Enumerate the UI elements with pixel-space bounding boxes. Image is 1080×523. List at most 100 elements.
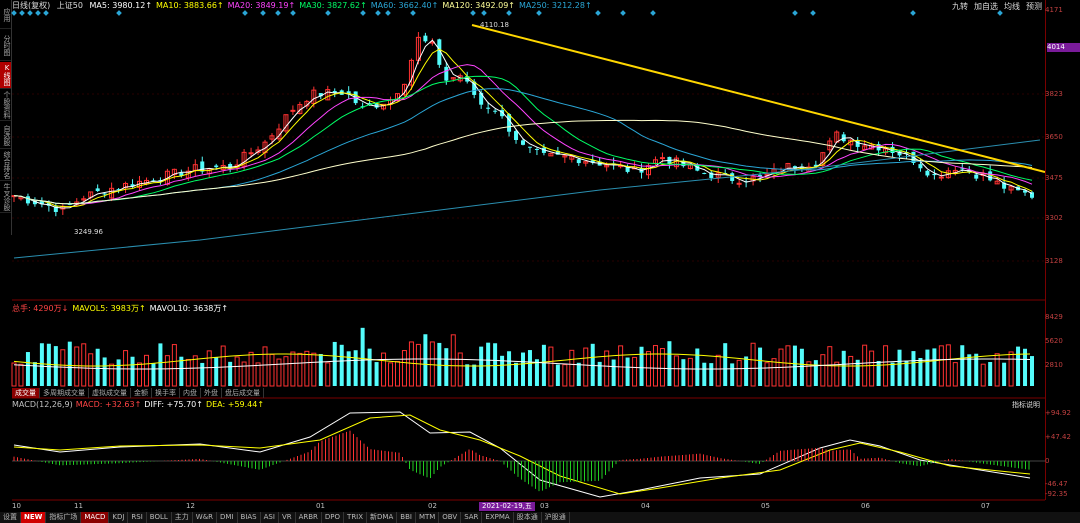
top-tool-button[interactable]: 预测 — [1026, 2, 1042, 11]
signal-marker — [595, 10, 601, 16]
indicator-tab[interactable]: 新DMA — [367, 512, 398, 523]
sidebar-tab-2[interactable]: K线图 — [0, 62, 11, 89]
volume-bar — [415, 343, 421, 387]
volume-tab[interactable]: 金额 — [131, 388, 152, 398]
candle-body — [813, 164, 818, 167]
indicator-tab[interactable]: 股本通 — [514, 512, 542, 523]
volume-bar — [687, 357, 693, 387]
indicator-help-button[interactable]: 指标说明 — [1012, 401, 1040, 409]
price-tick: 3650 — [1045, 133, 1063, 141]
candle-body — [569, 156, 575, 160]
volume-tab[interactable]: 虚拟成交量 — [89, 388, 131, 398]
indicator-tab[interactable]: SAR — [461, 512, 483, 523]
indicator-tab[interactable]: 设置 — [0, 512, 21, 523]
candle-body — [925, 170, 930, 176]
candle-body — [583, 161, 589, 164]
indicator-tab[interactable]: RSI — [128, 512, 147, 523]
top-tool-button[interactable]: 九转 — [952, 2, 968, 11]
candle-body — [109, 187, 115, 199]
volume-bar — [74, 346, 80, 387]
signal-marker — [27, 10, 33, 16]
volume-bar — [744, 356, 749, 386]
indicator-tab[interactable]: W&R — [193, 512, 218, 523]
candle-body — [932, 173, 937, 176]
candle-body — [938, 176, 944, 179]
indicator-tab[interactable]: OBV — [439, 512, 462, 523]
volume-bar — [541, 344, 546, 386]
indicator-tab[interactable]: BOLL — [147, 512, 172, 523]
candle-body — [325, 89, 331, 101]
volume-bar — [332, 341, 337, 386]
price-tick: 3302 — [1045, 214, 1063, 222]
indicator-tab[interactable]: 沪股通 — [542, 512, 570, 523]
signal-marker — [242, 10, 248, 16]
time-tick: 03 — [540, 502, 549, 510]
price-axis: 4171 3823 3650 3475 3302 3128 8429 5620 2810 +94.… — [1045, 0, 1080, 500]
indicator-tab[interactable]: NEW — [21, 512, 47, 523]
indicator-tab[interactable]: KDJ — [109, 512, 129, 523]
volume-bar — [248, 351, 254, 387]
k-line-chart[interactable]: 4110.18 3249.96 — [0, 0, 1045, 512]
indicator-tab[interactable]: BBI — [397, 512, 416, 523]
volume-bar — [388, 362, 394, 387]
candle-body — [39, 201, 44, 205]
indicator-tab[interactable]: EXPMA — [482, 512, 514, 523]
trend-line[interactable] — [471, 24, 1045, 173]
sidebar-tab-4[interactable]: 自选股 — [0, 122, 11, 149]
indicator-tab[interactable]: VR — [279, 512, 296, 523]
indicator-tab[interactable]: DPO — [322, 512, 345, 523]
volume-tab[interactable]: 盘后成交量 — [222, 388, 264, 398]
candle-body — [102, 193, 107, 195]
volume-bar — [1030, 356, 1034, 386]
signal-marker — [375, 10, 381, 16]
volume-bar — [952, 362, 958, 387]
sidebar-tab-5[interactable]: 综合排名 — [0, 150, 11, 181]
indicator-tab[interactable]: DMI — [217, 512, 238, 523]
indicator-tab[interactable]: ASI — [261, 512, 279, 523]
volume-tab[interactable]: 成交量 — [12, 388, 40, 398]
sidebar-tab-0[interactable]: 应用 — [0, 2, 11, 29]
sidebar-tab-6[interactable]: 牛叉诊股 — [0, 182, 11, 213]
volume-tab[interactable]: 内盘 — [180, 388, 201, 398]
candle-body — [423, 35, 428, 42]
volume-tab[interactable]: 换手率 — [152, 388, 180, 398]
indicator-tab[interactable]: ARBR — [296, 512, 322, 523]
top-tool-button[interactable]: 均线 — [1004, 2, 1020, 11]
macd-legend-item: DEA: +59.44↑ — [205, 400, 265, 409]
candle-body — [562, 155, 568, 158]
ma-legend-item: MA120: 3492.09↑ — [442, 1, 516, 10]
signal-marker — [260, 10, 266, 16]
volume-bar — [437, 342, 442, 386]
sidebar-tab-1[interactable]: 分时图 — [0, 30, 11, 61]
volume-bar — [960, 345, 965, 386]
top-tool-button[interactable]: 加自选 — [974, 2, 998, 11]
volume-bar — [730, 363, 735, 386]
candle-body — [681, 160, 686, 167]
high-annotation: 4110.18 — [480, 21, 509, 29]
candle-body — [269, 135, 275, 140]
volume-bar — [18, 363, 24, 387]
macd-tick: -92.35 — [1045, 490, 1068, 498]
macd-legend-item: MACD(12,26,9) — [12, 400, 73, 409]
volume-tab[interactable]: 外盘 — [201, 388, 222, 398]
indicator-tab[interactable]: 指标广场 — [46, 512, 82, 523]
macd-dea-line — [13, 414, 1031, 495]
candle-body — [248, 152, 254, 155]
volume-bar — [429, 341, 435, 387]
indicator-tab[interactable]: TRIX — [344, 512, 368, 523]
volume-bar — [758, 347, 763, 386]
indicator-tab[interactable]: BIAS — [238, 512, 261, 523]
candle-body — [555, 150, 560, 155]
volume-bar — [911, 351, 916, 386]
signal-marker — [35, 10, 41, 16]
indicator-tab[interactable]: MTM — [416, 512, 440, 523]
volume-bar — [876, 360, 881, 386]
price-tick: 3128 — [1045, 257, 1063, 265]
sidebar-tab-3[interactable]: 个股资料 — [0, 90, 11, 121]
volume-bar — [904, 360, 909, 386]
volume-bar — [611, 359, 616, 386]
indicator-tab[interactable]: MACD — [81, 512, 110, 523]
indicator-tab[interactable]: 主力 — [172, 512, 193, 523]
volume-bar — [450, 334, 456, 387]
volume-tab[interactable]: 多周期成交量 — [40, 388, 89, 398]
